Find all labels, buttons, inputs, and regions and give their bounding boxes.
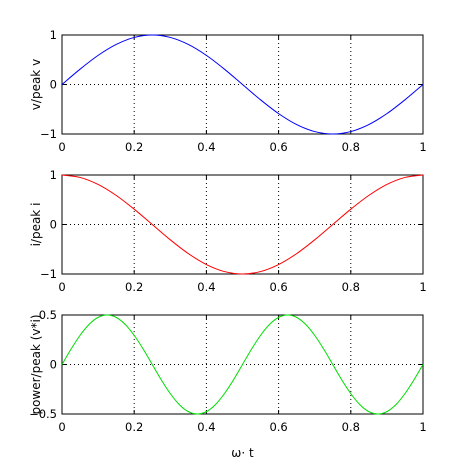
y-tick-label: 0.5 <box>39 308 57 322</box>
x-tick-label: 0.8 <box>342 280 360 294</box>
x-tick-label: 1 <box>419 140 426 154</box>
x-tick-label: 0.4 <box>197 140 215 154</box>
x-tick-label: 0 <box>58 420 65 434</box>
series-line-1 <box>61 314 424 415</box>
x-tick-label: 1 <box>419 420 426 434</box>
x-tick-label: 0 <box>58 280 65 294</box>
y-tick-label: 0 <box>50 218 57 232</box>
x-tick-label: 0.8 <box>342 140 360 154</box>
y-tick-label: 0 <box>50 358 57 372</box>
y-axis-label: power/peak (v*i) <box>29 314 43 414</box>
x-tick-label: 0.6 <box>269 140 287 154</box>
series-line-1 <box>61 34 424 135</box>
x-tick-label: 0.2 <box>125 140 143 154</box>
x-tick-label: 0.6 <box>269 280 287 294</box>
y-tick-label: −1 <box>40 267 57 281</box>
x-axis-label: ω· t <box>231 446 254 460</box>
x-tick-label: 0.6 <box>269 420 287 434</box>
y-tick-label: 1 <box>50 28 57 42</box>
y-axis-label: i/peak i <box>29 203 43 247</box>
x-tick-label: 0.4 <box>197 420 215 434</box>
y-tick-label: −0.5 <box>29 407 57 421</box>
x-tick-label: 1 <box>419 280 426 294</box>
x-tick-label: 0.8 <box>342 420 360 434</box>
y-tick-label: 0 <box>50 78 57 92</box>
x-tick-label: 0 <box>58 140 65 154</box>
y-axis-label: v/peak v <box>29 59 43 110</box>
series-line-1 <box>61 174 424 275</box>
y-tick-label: −1 <box>40 127 57 141</box>
x-tick-label: 0.2 <box>125 420 143 434</box>
x-tick-label: 0.2 <box>125 280 143 294</box>
x-tick-label: 0.4 <box>197 280 215 294</box>
y-tick-label: 1 <box>50 168 57 182</box>
